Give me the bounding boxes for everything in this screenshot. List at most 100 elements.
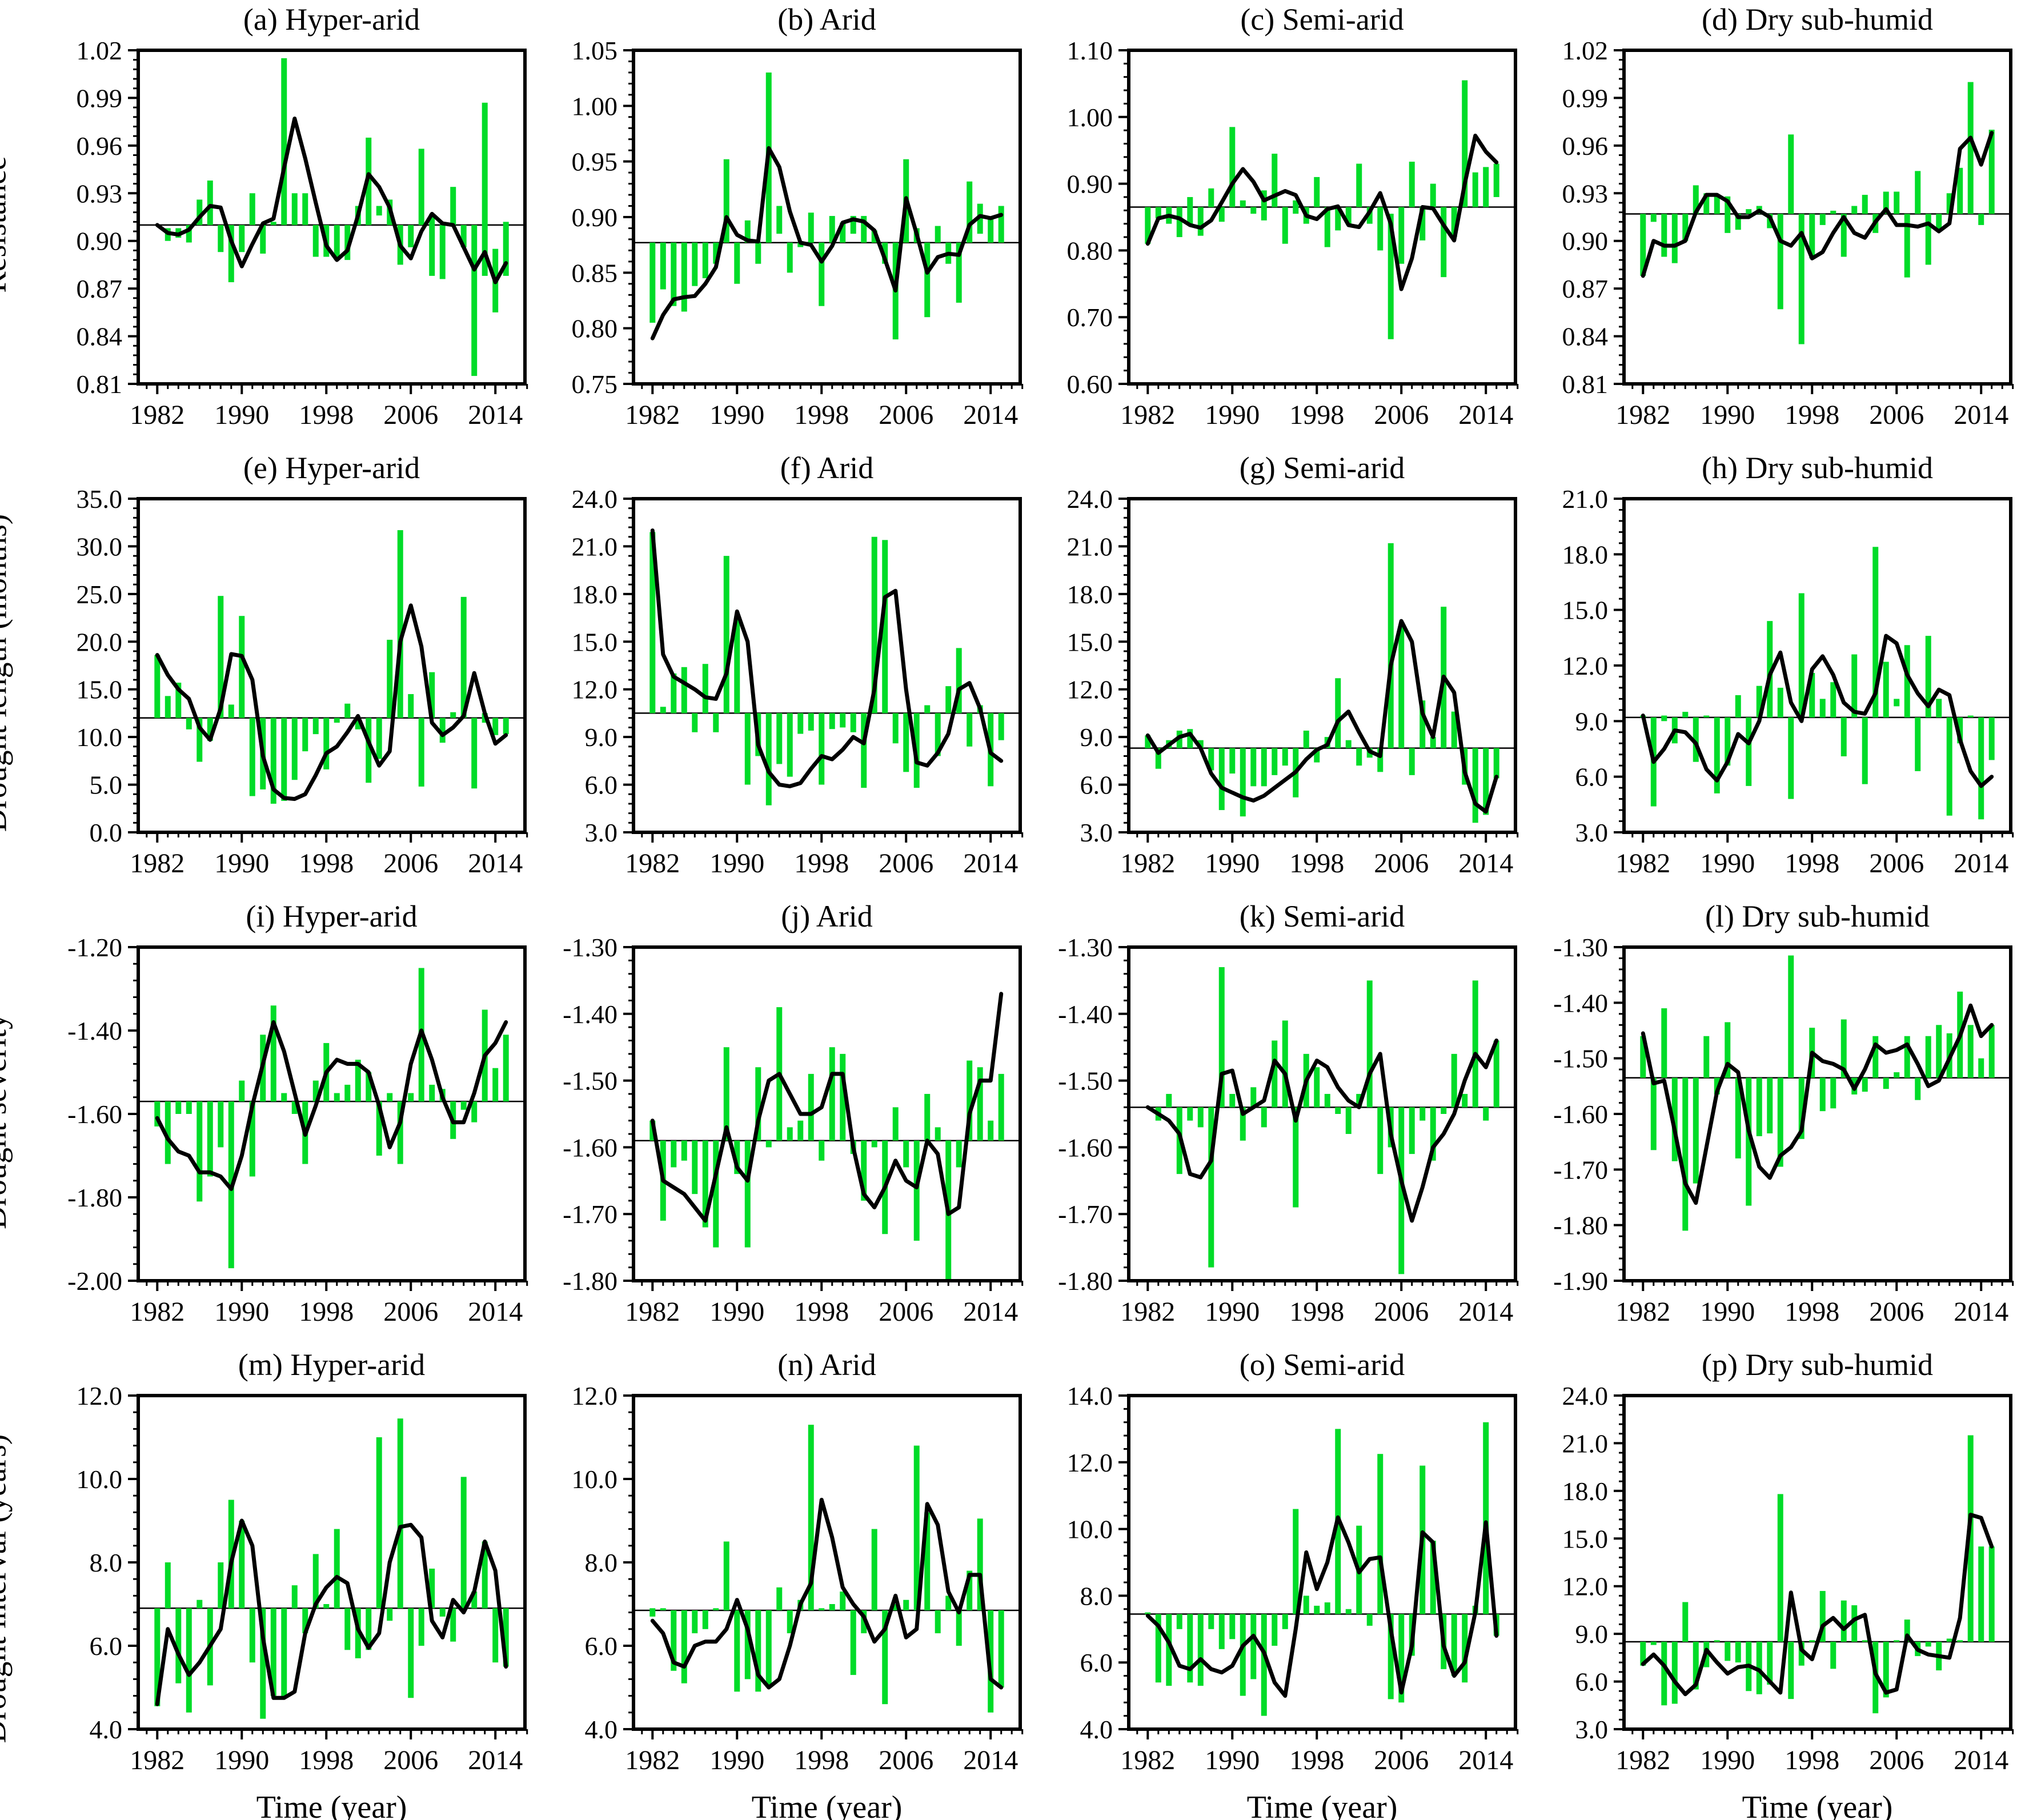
bar-2009: [439, 225, 446, 279]
y-tick-label: 15.0: [1067, 627, 1113, 656]
x-axis-label-m: Time (year): [256, 1790, 407, 1820]
x-tick-label: 1998: [299, 1297, 354, 1327]
y-tick-label: 0.60: [1067, 370, 1113, 399]
bar-2001: [850, 1610, 856, 1675]
bar-1983: [1650, 1642, 1657, 1645]
y-tick-label: 9.0: [1575, 1619, 1609, 1649]
bar-2001: [355, 717, 361, 729]
bar-1991: [249, 1608, 255, 1663]
bar-2015: [1988, 130, 1995, 214]
x-tick-label: 2014: [468, 848, 523, 879]
bar-2008: [1419, 207, 1426, 240]
panel-l-dry-sub-humid: (l) Dry sub-humid -1.90 -1.80 -1.70 -1.60 -1.…: [1528, 897, 2023, 1345]
bar-1987: [1693, 717, 1699, 762]
x-tick-label: 2006: [1374, 848, 1429, 879]
y-tick-label: 0.84: [77, 322, 123, 351]
series-line-p: [1641, 1513, 1994, 1697]
bar-2003: [871, 1140, 877, 1148]
bar-1992: [1250, 748, 1257, 787]
bar-1984: [175, 683, 182, 718]
bar-2004: [387, 1093, 393, 1102]
bar-1999: [829, 713, 835, 729]
bar-1990: [239, 1521, 245, 1609]
bar-2008: [1419, 1107, 1426, 1121]
y-tick-label: -1.20: [67, 933, 122, 962]
x-tick-label: 2014: [1954, 848, 2008, 879]
bar-2005: [1388, 214, 1394, 339]
bar-2001: [1840, 717, 1847, 756]
bar-1993: [765, 713, 772, 805]
series-line-o: [1145, 1515, 1499, 1698]
y-tick-label: 1.00: [572, 91, 618, 121]
bar-1989: [1218, 967, 1225, 1108]
bar-1993: [270, 1608, 276, 1696]
y-tick-label: -1.60: [1058, 1133, 1113, 1162]
panel-title-a: (a) Hyper-arid: [243, 2, 420, 37]
y-tick-label: 3.0: [1575, 818, 1609, 847]
bar-2014: [1978, 214, 1984, 225]
bar-2004: [882, 242, 888, 264]
y-tick-label: 15.0: [1562, 1524, 1609, 1553]
x-tick-label: 1990: [214, 1745, 269, 1775]
panel-title-d: (d) Dry sub-humid: [1702, 2, 1933, 37]
bar-1992: [1250, 1087, 1257, 1108]
bar-1983: [165, 696, 171, 718]
y-tick-label: 1.02: [77, 36, 123, 65]
x-tick-label: 1982: [130, 400, 185, 430]
bar-2008: [924, 242, 931, 318]
bar-2013: [1967, 82, 1974, 214]
x-tick-label: 2014: [1458, 848, 1513, 879]
bar-1988: [1208, 748, 1214, 771]
bar-1989: [228, 225, 234, 283]
bar-2009: [935, 226, 941, 243]
bar-2004: [387, 639, 393, 718]
bar-1991: [1240, 200, 1246, 207]
bar-1986: [1187, 197, 1193, 224]
bar-1997: [1798, 1077, 1805, 1139]
y-tick-label: -1.40: [67, 1016, 122, 1045]
bar-1983: [660, 242, 666, 290]
bar-1996: [1293, 1107, 1299, 1208]
bar-2013: [1472, 980, 1478, 1108]
bar-1984: [1661, 1008, 1667, 1078]
bar-1987: [702, 664, 708, 713]
x-tick-label: 2014: [468, 1745, 523, 1775]
bar-1984: [671, 242, 677, 306]
bar-1997: [1303, 1595, 1309, 1614]
series-line-m: [155, 1518, 508, 1706]
y-tick-label: 21.0: [572, 532, 618, 561]
axes-m: 4.0 6.0 8.0 10.0 12.0 1982 1990 1998 2006 2014: [77, 1381, 528, 1775]
x-axis-label-p: Time (year): [1742, 1790, 1893, 1820]
bar-2015: [998, 1610, 1004, 1687]
bar-1982: [1145, 735, 1151, 748]
bar-1992: [755, 242, 761, 264]
bar-1986: [692, 242, 698, 286]
figure-row-drought-interval: Drought interval (years) (m) Hyper-arid 4…: [0, 1345, 2025, 1820]
range-bars-f: [649, 532, 1004, 805]
bar-2012: [967, 1570, 973, 1610]
range-bars-n: [649, 1425, 1004, 1713]
y-tick-label: 6.0: [585, 1631, 618, 1661]
y-tick-label: 1.05: [572, 36, 618, 65]
x-tick-label: 2014: [468, 400, 523, 430]
bar-2004: [1377, 1454, 1384, 1614]
bar-2015: [503, 1608, 509, 1667]
bar-1984: [1166, 1614, 1172, 1686]
x-tick-label: 2006: [1869, 848, 1924, 879]
bar-1984: [1661, 1642, 1667, 1706]
bar-2003: [1366, 207, 1373, 224]
plot-frame-o: [1127, 1394, 1517, 1731]
bar-1982: [1640, 214, 1646, 276]
bar-1991: [1240, 1614, 1246, 1696]
x-tick-label: 1990: [709, 1297, 764, 1327]
bar-1988: [1703, 193, 1710, 214]
x-tick-label: 1998: [1289, 1297, 1344, 1327]
bar-2005: [397, 1418, 403, 1609]
y-tick-label: 10.0: [572, 1465, 618, 1494]
axes-g: 3.0 6.0 9.0 12.0 15.0 18.0 21.0 24.0 1982 1990 199…: [1067, 484, 1519, 879]
bar-1992: [1746, 209, 1752, 214]
bar-2000: [1830, 1642, 1836, 1669]
bar-2000: [1830, 1077, 1836, 1109]
bar-2012: [1462, 80, 1468, 207]
y-tick-label: 3.0: [585, 818, 618, 847]
